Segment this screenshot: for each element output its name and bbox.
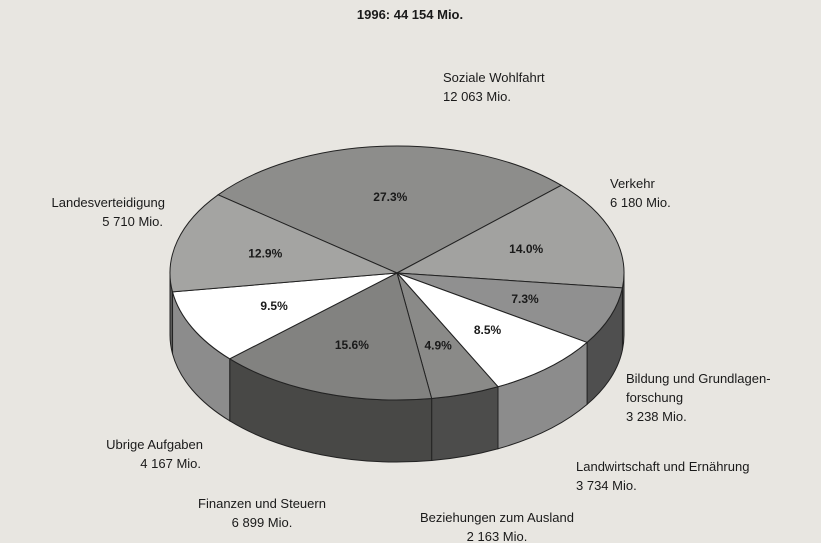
slice	[228, 272, 433, 401]
chart-title: 1996: 44 154 Mio.	[357, 7, 463, 22]
value-label: 12 063 Mio.	[443, 89, 511, 104]
percent-label: 14.0%	[509, 242, 543, 256]
value-label: 3 734 Mio.	[576, 478, 637, 493]
slice	[395, 184, 625, 289]
percent-label: 7.3%	[511, 292, 539, 306]
percent-label: 15.6%	[335, 338, 369, 352]
category-label: Bildung und Grundlagen-	[626, 371, 771, 386]
percent-label: 27.3%	[373, 190, 407, 204]
percent-label: 12.9%	[248, 247, 282, 261]
category-label: Finanzen und Steuern	[198, 496, 326, 511]
labels: 27.3% 14.0% 7.3% 8.5% 4.9% 15.6% 9.5% 12.9% Sozi…	[52, 70, 771, 543]
category-label: Ubrige Aufgaben	[106, 437, 203, 452]
slice	[169, 194, 398, 293]
pie-tops	[169, 145, 625, 401]
slice	[171, 272, 398, 360]
percent-label: 9.5%	[260, 299, 288, 313]
category-label: Beziehungen zum Ausland	[420, 510, 574, 525]
category-label: Soziale Wohlfahrt	[443, 70, 545, 85]
percent-label: 8.5%	[474, 323, 502, 337]
category-label: Landwirtschaft und Ernährung	[576, 459, 749, 474]
category-label: Landesverteidigung	[52, 195, 165, 210]
slice	[217, 145, 563, 274]
value-label: 5 710 Mio.	[102, 214, 163, 229]
category-label: Verkehr	[610, 176, 655, 191]
value-label: 2 163 Mio.	[467, 529, 528, 543]
value-label: 6 899 Mio.	[232, 515, 293, 530]
value-label: 6 180 Mio.	[610, 195, 671, 210]
value-label: 3 238 Mio.	[626, 409, 687, 424]
value-label: 4 167 Mio.	[140, 456, 201, 471]
slice	[396, 272, 624, 344]
percent-label: 4.9%	[424, 339, 452, 353]
category-label: forschung	[626, 390, 683, 405]
slice	[396, 272, 589, 388]
